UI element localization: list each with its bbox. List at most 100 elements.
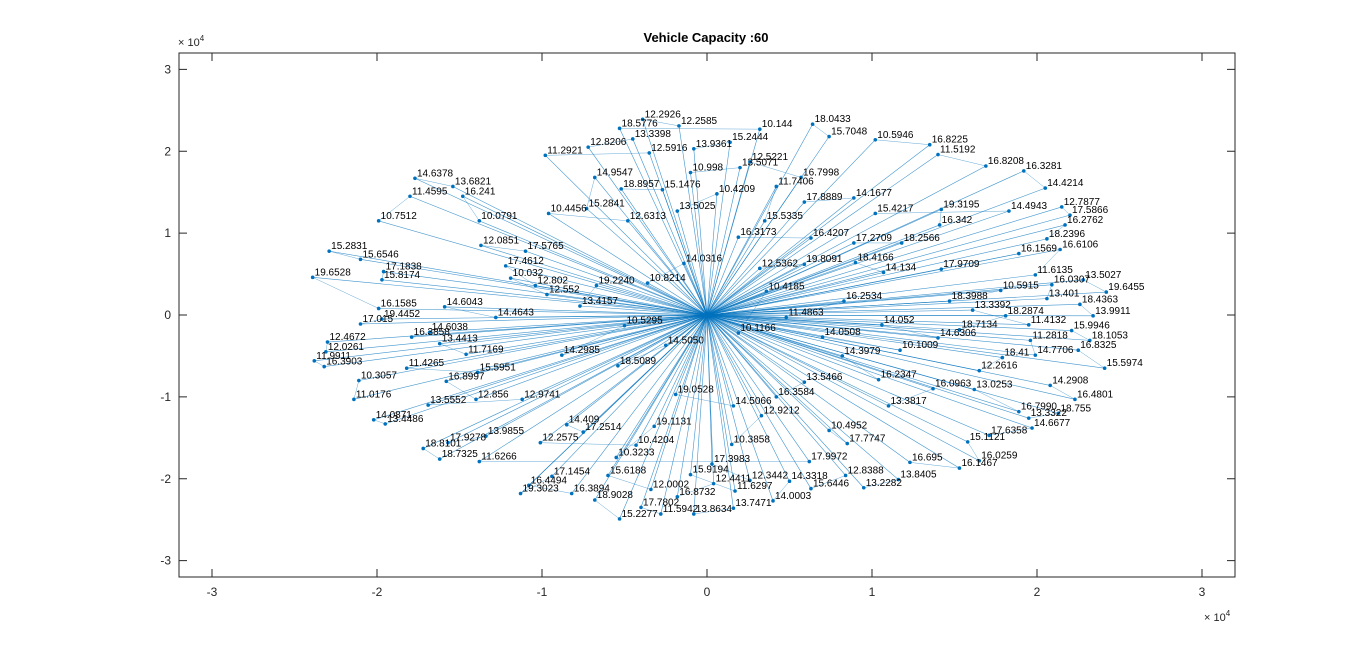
route-line — [360, 314, 708, 325]
demand-label: 16.1467 — [961, 458, 998, 469]
route-line — [607, 314, 708, 476]
x-exponent-base: × 10 — [1204, 612, 1226, 624]
demand-label: 16.0307 — [1054, 275, 1091, 286]
customer-point — [1026, 323, 1031, 327]
route-line — [706, 304, 1080, 316]
demand-label: 12.7877 — [1064, 197, 1101, 208]
customer-point — [908, 460, 912, 465]
y-tick-label: 0 — [164, 308, 171, 322]
demand-label: 16.342 — [942, 215, 973, 226]
demand-label: 18.0433 — [815, 114, 852, 125]
customer-point — [1050, 282, 1054, 287]
customer-point — [927, 142, 932, 147]
customer-point — [626, 219, 630, 223]
customer-point — [477, 219, 482, 223]
x-tick-label: 3 — [1199, 585, 1206, 599]
demand-label: 19.8091 — [806, 254, 843, 265]
route-segment — [941, 253, 1019, 270]
demand-label: 15.1476 — [664, 180, 701, 191]
route-segment — [414, 178, 453, 187]
demand-label: 10.5946 — [877, 130, 914, 141]
demand-label: 13.7471 — [735, 498, 772, 509]
customer-point — [426, 403, 430, 407]
route-segment — [863, 479, 899, 488]
customer-point — [475, 370, 480, 375]
customer-point — [677, 124, 681, 128]
route-segment — [693, 507, 734, 515]
route-line — [690, 172, 708, 316]
route-line — [665, 314, 708, 346]
demand-label: 17.7747 — [849, 434, 886, 445]
route-line — [706, 193, 718, 316]
demand-label: 12.0851 — [483, 235, 520, 246]
x-tick-label: 1 — [869, 585, 876, 599]
route-line — [706, 314, 751, 481]
route-line — [706, 224, 940, 316]
demand-label: 10.998 — [693, 163, 724, 174]
customer-point — [886, 404, 891, 408]
customer-point — [560, 353, 564, 357]
customer-point — [1033, 273, 1038, 277]
route-line — [706, 314, 1003, 358]
route-segment — [588, 138, 633, 148]
route-segment — [875, 139, 930, 145]
customer-point — [802, 380, 807, 384]
route-segment — [1028, 413, 1059, 419]
customer-point — [731, 506, 736, 511]
route-line — [706, 314, 960, 469]
route-segment — [677, 193, 717, 212]
customer-point — [688, 170, 693, 175]
route-line — [706, 214, 1071, 316]
route-segment — [759, 263, 805, 269]
demand-label: 13.5025 — [679, 201, 716, 212]
customer-point — [939, 207, 944, 212]
route-segment — [677, 483, 714, 497]
customer-point — [593, 498, 597, 502]
demand-label: 12.0002 — [653, 479, 690, 490]
demand-label: 15.2444 — [732, 132, 769, 143]
demand-label: 18.4166 — [858, 253, 895, 264]
demand-label: 12.9741 — [524, 389, 561, 400]
route-line — [675, 314, 708, 395]
demand-label: 16.7998 — [803, 167, 840, 178]
customer-point — [1048, 383, 1052, 388]
route-line — [706, 314, 787, 318]
route-segment — [642, 119, 679, 127]
route-line — [706, 274, 1036, 316]
customer-point — [520, 397, 524, 402]
customer-point — [977, 368, 982, 373]
route-line — [706, 314, 790, 482]
demand-label: 14.3318 — [792, 471, 829, 482]
route-line — [706, 314, 1033, 429]
customer-point — [984, 164, 988, 168]
demand-label: 16.4801 — [1077, 389, 1114, 400]
route-segment — [888, 388, 934, 407]
customer-point — [437, 457, 442, 461]
route-line — [444, 306, 708, 316]
route-line — [653, 314, 708, 427]
demand-label: 17.2709 — [856, 233, 893, 244]
route-line — [632, 138, 708, 316]
customer-point — [659, 512, 663, 516]
demand-label: 10.5295 — [627, 316, 664, 327]
demand-label: 17.1454 — [554, 466, 591, 477]
route-line — [439, 314, 708, 344]
customer-point — [876, 377, 881, 382]
customer-point — [437, 341, 442, 346]
customer-point — [688, 472, 693, 477]
customer-point — [617, 126, 622, 131]
route-segment — [972, 309, 1029, 326]
customer-point — [444, 379, 449, 384]
customer-point — [896, 477, 901, 482]
route-segment — [510, 277, 548, 295]
route-segment — [446, 381, 477, 400]
route-line — [579, 305, 708, 316]
route-line — [706, 314, 812, 489]
customer-point — [673, 392, 678, 397]
route-line — [706, 314, 848, 444]
customer-point — [606, 473, 610, 478]
customer-point — [380, 317, 384, 321]
demand-label: 16.3858 — [414, 327, 451, 338]
demand-label: 12.2616 — [981, 361, 1018, 372]
route-segment — [406, 367, 478, 373]
